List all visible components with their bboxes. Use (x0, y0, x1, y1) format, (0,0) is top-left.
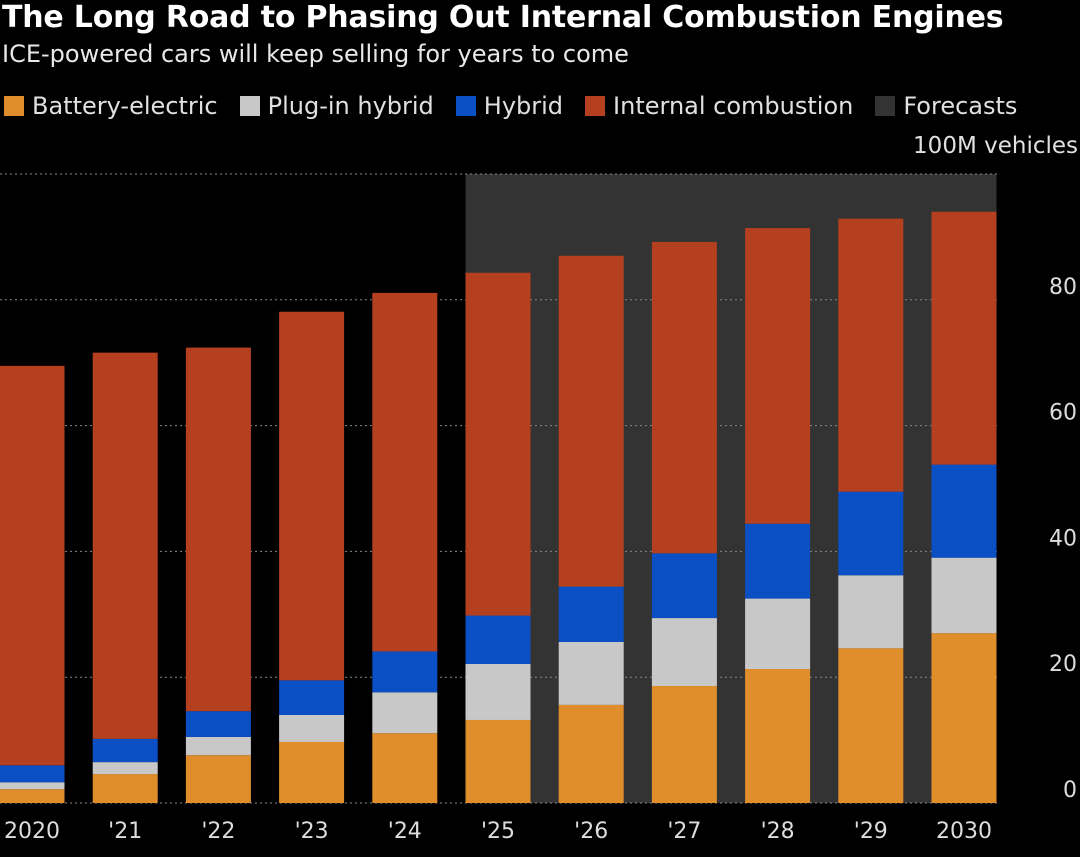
bar-hybrid-22 (185, 711, 251, 737)
legend-item-forecasts: Forecasts (875, 92, 1017, 120)
bar-internal-combustion-22 (185, 347, 251, 712)
x-tick-label: '25 (481, 819, 515, 844)
bar-internal-combustion-23 (279, 311, 345, 681)
forecast-region (465, 174, 997, 803)
legend-item-battery-electric: Battery-electric (4, 92, 218, 120)
y-tick-label: 60 (1049, 401, 1077, 426)
bar-battery-electric-27 (651, 686, 717, 803)
bar-internal-combustion-2020 (0, 365, 65, 766)
bar-battery-electric-2020 (0, 789, 65, 803)
bar-internal-combustion-2030 (931, 211, 997, 465)
legend-swatch (4, 96, 24, 116)
x-tick-label: '23 (295, 819, 329, 844)
legend-label: Plug-in hybrid (267, 92, 434, 120)
x-tick-label: '28 (761, 819, 795, 844)
legend-label: Internal combustion (613, 92, 854, 120)
legend-item-hybrid: Hybrid (455, 92, 564, 120)
bar-battery-electric-23 (279, 741, 345, 803)
bar-plug-in-hybrid-27 (651, 618, 717, 687)
bar-hybrid-23 (279, 680, 345, 715)
y-tick-label: 80 (1049, 275, 1077, 300)
bar-hybrid-29 (838, 491, 904, 576)
bar-internal-combustion-24 (372, 292, 438, 652)
legend-swatch (585, 96, 606, 116)
x-tick-label: '22 (201, 819, 235, 844)
legend: Battery-electric Plug-in hybrid Hybrid I… (4, 92, 1017, 120)
chart-subtitle: ICE-powered cars will keep selling for y… (2, 40, 629, 68)
bar-plug-in-hybrid-22 (185, 736, 251, 756)
bar-hybrid-25 (465, 615, 531, 664)
bar-battery-electric-22 (185, 755, 251, 803)
y-tick-label: 20 (1049, 652, 1077, 677)
bar-plug-in-hybrid-23 (279, 714, 345, 742)
bar-internal-combustion-28 (745, 228, 811, 524)
bar-plug-in-hybrid-26 (558, 641, 624, 705)
legend-label: Forecasts (903, 92, 1018, 120)
bar-hybrid-2030 (931, 464, 997, 558)
x-tick-label: '27 (667, 819, 701, 844)
bar-battery-electric-29 (838, 648, 904, 803)
bar-plug-in-hybrid-24 (372, 692, 438, 734)
chart-title: The Long Road to Phasing Out Internal Co… (2, 0, 1004, 35)
bar-battery-electric-28 (745, 669, 811, 803)
bar-hybrid-26 (558, 586, 624, 642)
x-tick-label: '26 (574, 819, 608, 844)
bar-plug-in-hybrid-29 (838, 575, 904, 649)
bar-internal-combustion-21 (92, 352, 158, 739)
bar-hybrid-28 (745, 523, 811, 599)
y-unit-label: 100M vehicles (913, 133, 1078, 159)
bar-internal-combustion-25 (465, 272, 531, 616)
y-tick-label: 0 (1063, 778, 1077, 803)
bar-battery-electric-2030 (931, 633, 997, 803)
bar-hybrid-24 (372, 651, 438, 693)
bar-hybrid-2020 (0, 765, 65, 783)
bar-hybrid-27 (651, 553, 717, 619)
legend-label: Battery-electric (32, 92, 218, 120)
bar-battery-electric-25 (465, 719, 531, 803)
x-tick-label: '21 (108, 819, 142, 844)
x-tick-label: 2020 (4, 819, 60, 844)
x-tick-label: '24 (388, 819, 422, 844)
bar-plug-in-hybrid-25 (465, 663, 531, 720)
bar-internal-combustion-29 (838, 218, 904, 492)
bar-battery-electric-24 (372, 733, 438, 803)
bar-battery-electric-26 (558, 704, 624, 803)
bar-internal-combustion-27 (651, 241, 717, 554)
legend-swatch (239, 96, 260, 116)
bar-battery-electric-21 (92, 774, 158, 803)
bar-plug-in-hybrid-28 (745, 598, 811, 670)
legend-item-plug-in-hybrid: Plug-in hybrid (239, 92, 434, 120)
bar-plug-in-hybrid-21 (92, 762, 158, 775)
legend-swatch (875, 96, 896, 116)
bar-hybrid-21 (92, 738, 158, 763)
x-tick-label: '29 (854, 819, 888, 844)
x-tick-label: 2030 (936, 819, 992, 844)
bar-plug-in-hybrid-2020 (0, 782, 65, 790)
legend-label: Hybrid (483, 92, 564, 120)
y-tick-label: 40 (1049, 526, 1077, 551)
bar-plug-in-hybrid-2030 (931, 557, 997, 634)
bar-internal-combustion-26 (558, 255, 624, 587)
legend-swatch (455, 96, 476, 116)
legend-item-internal-combustion: Internal combustion (585, 92, 853, 120)
